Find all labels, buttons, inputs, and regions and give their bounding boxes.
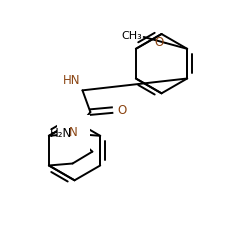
Text: O: O — [154, 36, 164, 49]
Text: N: N — [69, 126, 78, 139]
Text: HN: HN — [63, 74, 80, 87]
Text: O: O — [117, 104, 126, 117]
Text: H₂N: H₂N — [50, 127, 73, 140]
Text: CH₃: CH₃ — [121, 31, 142, 41]
